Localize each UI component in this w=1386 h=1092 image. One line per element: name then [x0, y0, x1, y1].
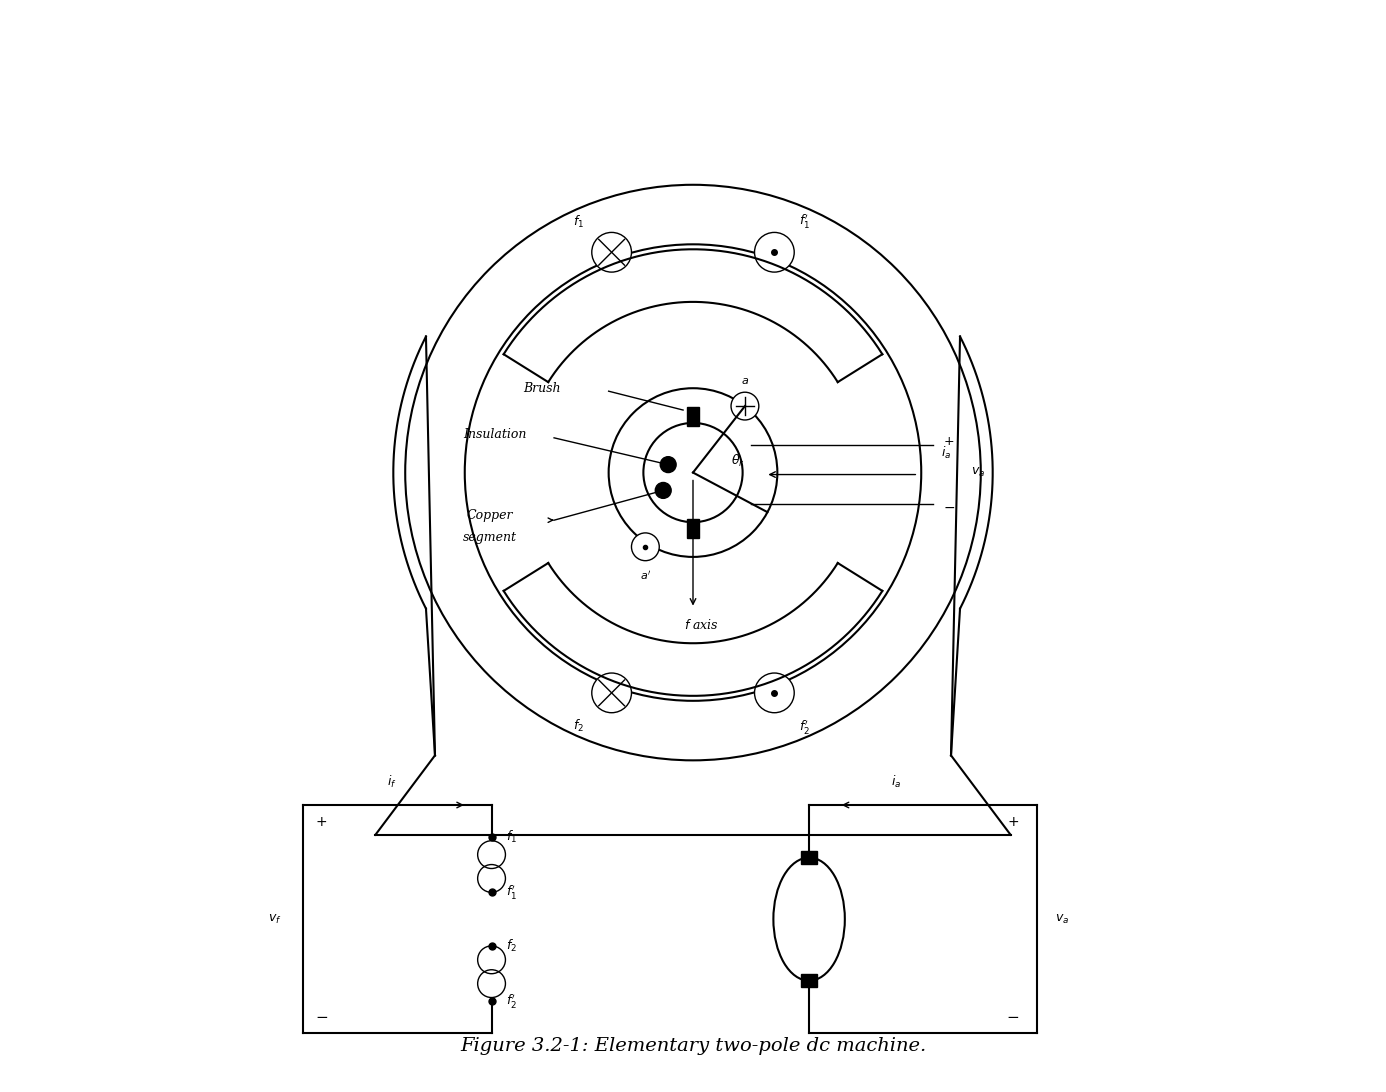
Text: $f_2$: $f_2$	[506, 938, 517, 954]
Text: $f$ axis: $f$ axis	[683, 618, 718, 632]
Text: $v_a$: $v_a$	[1055, 913, 1070, 926]
Text: $i_a$: $i_a$	[891, 774, 901, 791]
Circle shape	[656, 483, 671, 498]
Text: $+$: $+$	[942, 436, 955, 449]
Text: Figure 3.2-1: Elementary two-pole dc machine.: Figure 3.2-1: Elementary two-pole dc mac…	[460, 1037, 926, 1055]
Bar	[801, 851, 816, 864]
Bar	[801, 974, 816, 987]
Text: $f_2'$: $f_2'$	[506, 993, 517, 1010]
Text: $f_1$: $f_1$	[506, 829, 517, 845]
Text: segment: segment	[463, 531, 517, 544]
Text: $f_2$: $f_2$	[572, 717, 584, 734]
Text: Insulation: Insulation	[463, 428, 527, 441]
Text: $v_a$: $v_a$	[970, 466, 985, 479]
Circle shape	[660, 456, 676, 473]
Text: Copper: Copper	[466, 509, 513, 522]
Bar	[686, 519, 700, 538]
Text: $f_1'$: $f_1'$	[506, 883, 517, 901]
Circle shape	[592, 233, 632, 272]
Circle shape	[730, 392, 758, 420]
Circle shape	[592, 673, 632, 713]
Text: $f_1$: $f_1$	[572, 214, 584, 230]
Text: $a$: $a$	[742, 377, 748, 387]
Text: $-$: $-$	[942, 500, 955, 514]
Text: $-$: $-$	[315, 1009, 328, 1023]
Text: $f_1'$: $f_1'$	[800, 213, 811, 230]
Text: $a'$: $a'$	[640, 569, 651, 582]
Text: $v_f$: $v_f$	[267, 913, 281, 926]
Text: $-$: $-$	[1006, 1009, 1020, 1023]
Ellipse shape	[773, 857, 845, 981]
Circle shape	[608, 389, 778, 557]
Circle shape	[632, 533, 660, 560]
Circle shape	[754, 233, 794, 272]
Text: $+$: $+$	[1008, 815, 1020, 829]
Circle shape	[643, 423, 743, 522]
Bar	[686, 407, 700, 426]
Circle shape	[754, 673, 794, 713]
Text: $+$: $+$	[315, 815, 327, 829]
Text: $i_f$: $i_f$	[388, 774, 398, 791]
Text: $f_2'$: $f_2'$	[800, 717, 811, 736]
Text: Brush: Brush	[524, 382, 561, 394]
Text: $\theta_r$: $\theta_r$	[730, 452, 744, 468]
Text: $i_a$: $i_a$	[941, 444, 951, 461]
